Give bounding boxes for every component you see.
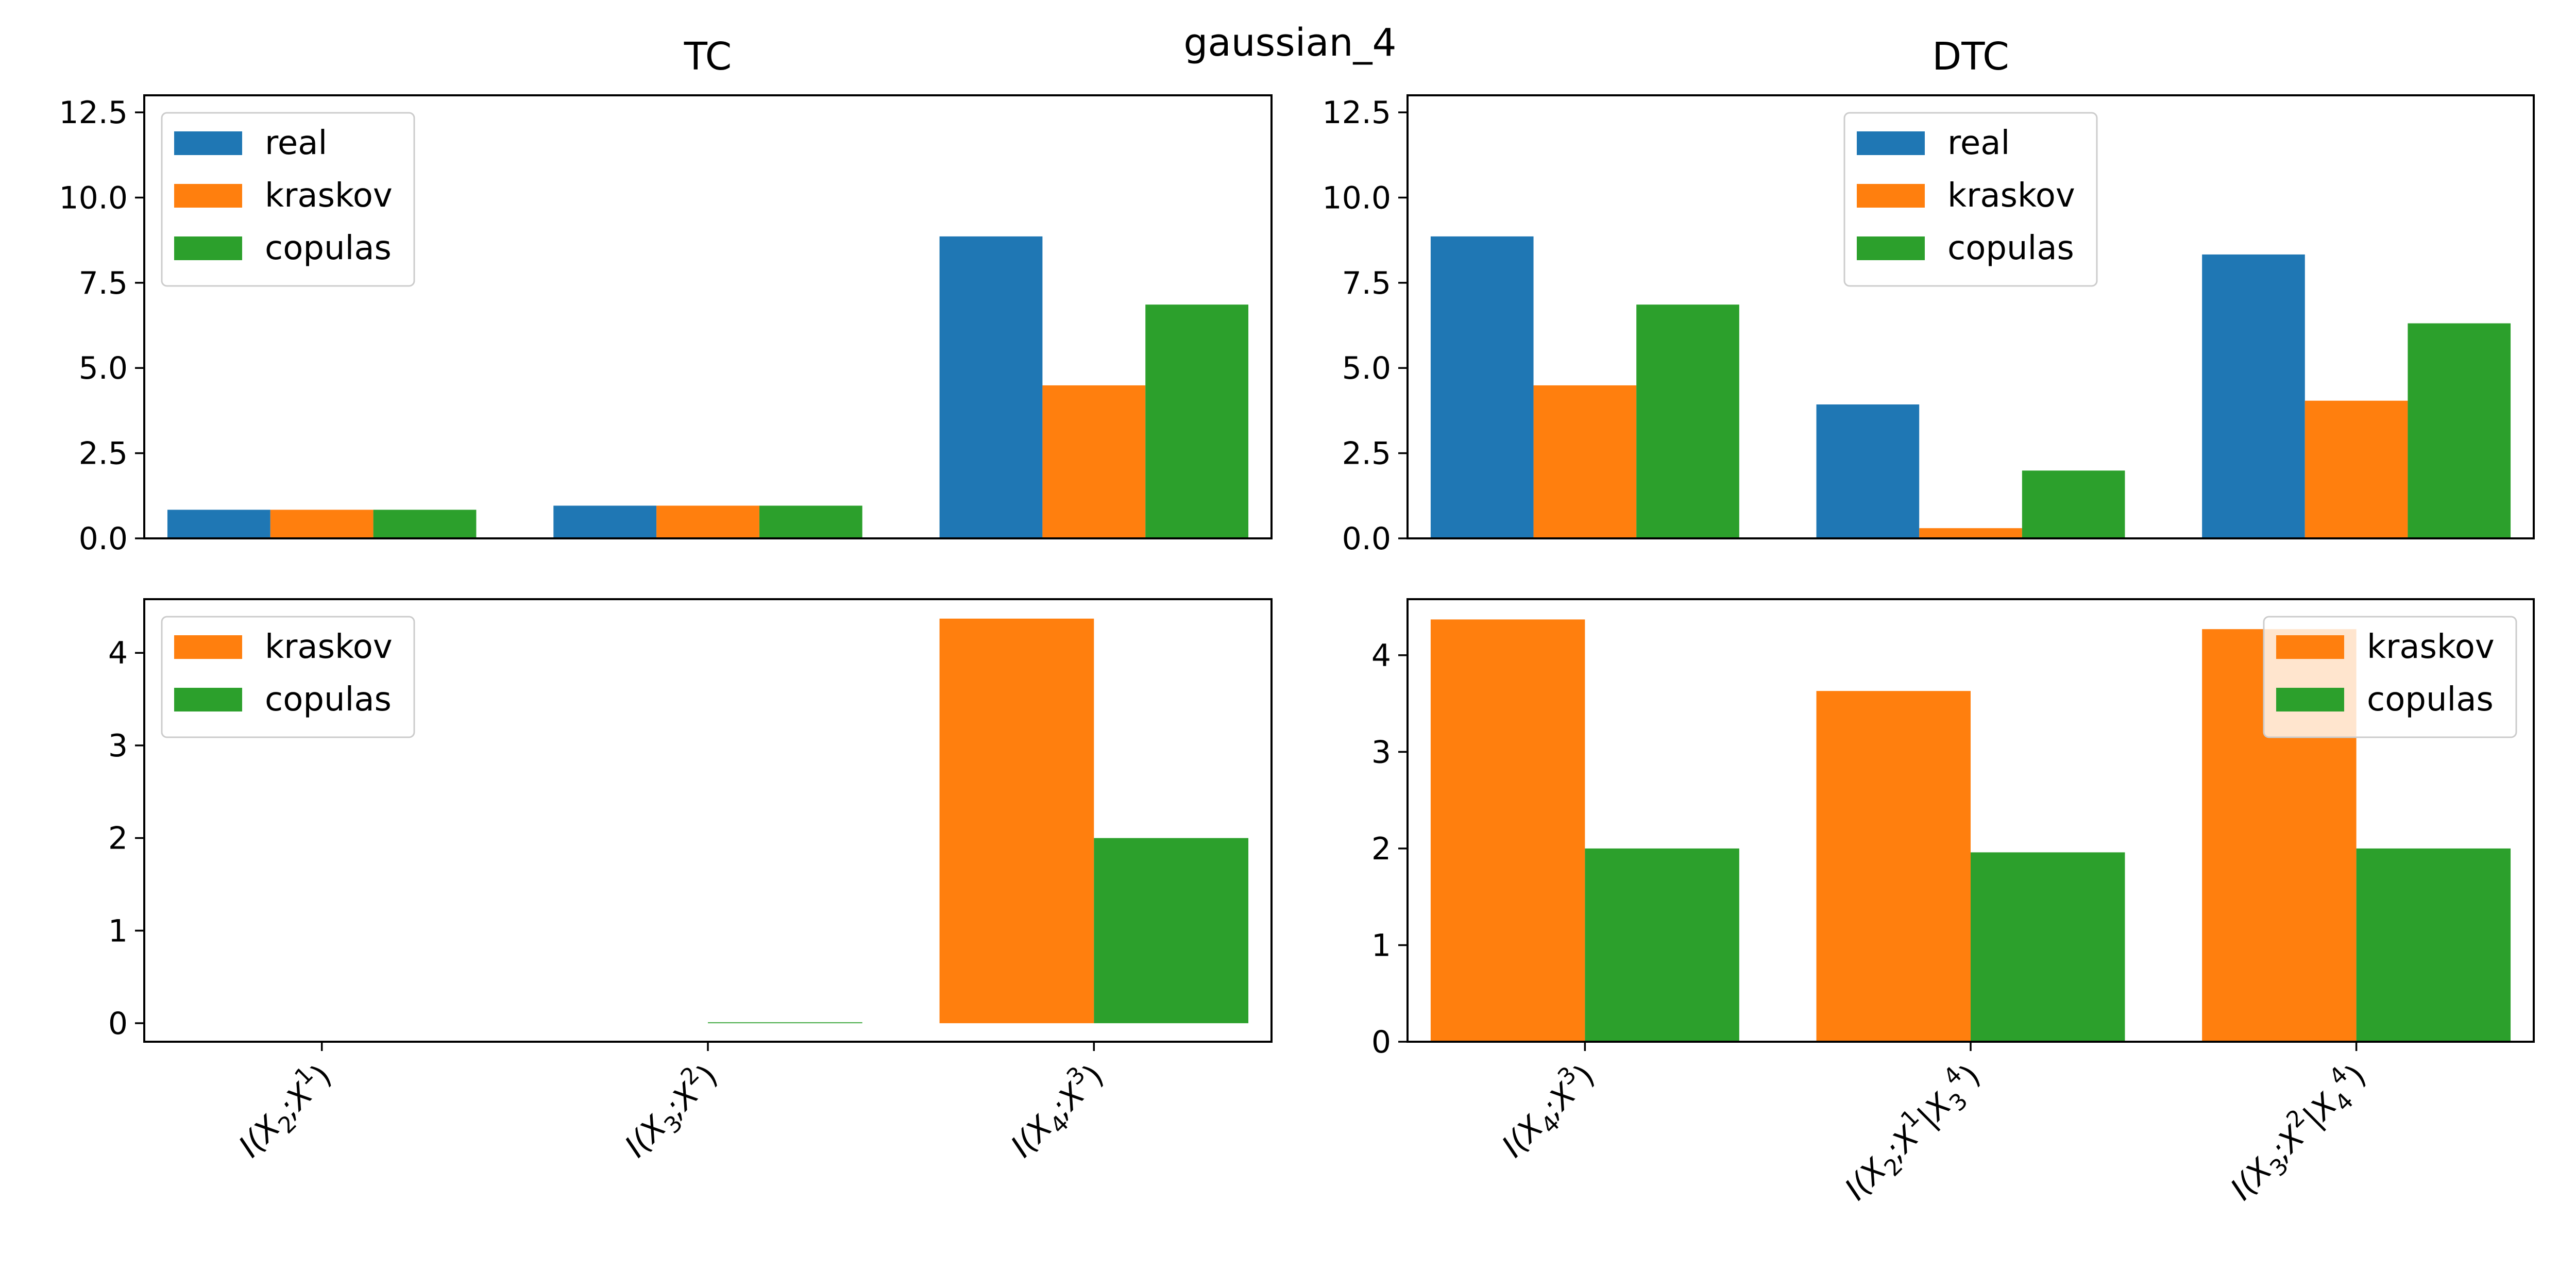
bar-real-2: [2202, 254, 2305, 538]
bar-kraskov-2: [2304, 400, 2408, 538]
legend-swatch-kraskov: [1857, 184, 1925, 208]
bar-kraskov-1: [1919, 528, 2022, 538]
x-tick-label: I(X3;X2): [613, 1053, 729, 1169]
axes-frame: [1406, 94, 2535, 539]
y-tick-label: 3: [108, 728, 128, 764]
bar-real-2: [939, 236, 1043, 538]
legend: real kraskov copulas: [161, 112, 415, 287]
legend: kraskov copulas: [2263, 616, 2517, 738]
y-tick-label: 10.0: [1322, 180, 1391, 216]
bar-copulas-1: [1971, 852, 2125, 1042]
legend-label-real: real: [1947, 124, 2010, 162]
bar-copulas-1: [708, 1022, 862, 1024]
y-tick-label: 12.5: [59, 95, 128, 131]
bar-copulas-2: [2408, 323, 2511, 538]
legend-swatch-kraskov: [174, 184, 242, 208]
bar-real-0: [167, 510, 270, 538]
y-tick-label: 10.0: [59, 180, 128, 216]
y-tick-label: 5.0: [1342, 350, 1391, 386]
subplot-dtc_bottom: 0 1 2 3 4 I(X4;X3) I(X2;X1|X34) I(X3;X2|X44) kra…: [1371, 598, 2535, 1212]
legend-label-real: real: [265, 124, 327, 162]
x-tick-label: I(X4;X3): [999, 1053, 1115, 1169]
bar-kraskov-2: [939, 618, 1094, 1024]
axes-frame: [143, 94, 1273, 539]
y-tick-label: 4: [108, 635, 128, 671]
legend-swatch-copulas: [2276, 688, 2344, 711]
y-tick-label: 4: [1371, 638, 1391, 674]
y-tick-label: 3: [1371, 734, 1391, 770]
bar-copulas-1: [2022, 470, 2125, 538]
bar-copulas-2: [1094, 838, 1249, 1024]
y-tick-label: 12.5: [1322, 95, 1391, 131]
y-tick-label: 0: [108, 1006, 128, 1042]
y-tick-label: 7.5: [79, 265, 128, 301]
legend-swatch-kraskov: [2276, 635, 2344, 659]
bar-kraskov-0: [1430, 619, 1585, 1042]
y-tick-label: 2: [108, 821, 128, 857]
y-tick-label: 7.5: [1342, 265, 1391, 301]
bar-copulas-2: [1145, 304, 1249, 538]
x-tick-label: I(X2;X1|X34): [1833, 1053, 1992, 1212]
legend-swatch-copulas: [1857, 236, 1925, 260]
legend-label-copulas: copulas: [265, 681, 392, 719]
legend-label-copulas: copulas: [265, 229, 392, 267]
bar-kraskov-1: [656, 505, 759, 538]
y-tick-label: 1: [1371, 927, 1391, 963]
bar-copulas-0: [1636, 304, 1739, 538]
legend-swatch-real: [174, 131, 242, 155]
bar-real-1: [1816, 404, 1920, 538]
legend-label-kraskov: kraskov: [265, 628, 393, 666]
legend-label-copulas: copulas: [2367, 681, 2494, 719]
legend-label-kraskov: kraskov: [1947, 177, 2075, 215]
y-tick-label: 2.5: [1342, 436, 1391, 472]
y-tick-label: 0.0: [1342, 521, 1391, 557]
bar-real-1: [553, 505, 657, 538]
y-tick-label: 2: [1371, 831, 1391, 867]
legend-label-kraskov: kraskov: [265, 177, 393, 215]
bar-copulas-0: [1585, 848, 1739, 1042]
x-tick-label: I(X3;X2|X44): [2219, 1053, 2378, 1212]
bar-kraskov-0: [1533, 385, 1637, 538]
bar-real-0: [1430, 236, 1534, 538]
bar-kraskov-1: [1816, 691, 1971, 1042]
subplot-dtc_top: DTC 0.0 2.5 5.0 7.5 10.0 12.5 real kraskov copula…: [1322, 35, 2535, 557]
legend-swatch-kraskov: [174, 635, 242, 659]
bar-copulas-2: [2356, 848, 2511, 1042]
legend-swatch-real: [1857, 131, 1925, 155]
bar-copulas-1: [759, 505, 862, 538]
bar-kraskov-0: [270, 510, 374, 538]
x-tick-label: I(X2;X1): [227, 1053, 343, 1169]
y-tick-label: 1: [108, 913, 128, 949]
subplot-tc_bottom: 0 1 2 3 4 I(X2;X1) I(X3;X2) I(X4;X3) kraskov copu…: [108, 598, 1273, 1169]
legend-label-kraskov: kraskov: [2367, 628, 2495, 666]
legend: real kraskov copulas: [1843, 112, 2098, 287]
y-tick-label: 2.5: [79, 436, 128, 472]
subplot-tc_top: TC 0.0 2.5 5.0 7.5 10.0 12.5 real kraskov copulas: [59, 35, 1273, 557]
x-tick-label: I(X4;X3): [1490, 1053, 1606, 1169]
figure-title: gaussian_4: [1183, 21, 1396, 65]
legend-label-copulas: copulas: [1947, 229, 2074, 267]
legend-swatch-copulas: [174, 236, 242, 260]
bar-copulas-0: [373, 510, 477, 538]
legend: kraskov copulas: [161, 616, 415, 738]
y-tick-label: 0: [1371, 1024, 1391, 1060]
bar-kraskov-2: [1042, 385, 1146, 538]
subplot-title: DTC: [1932, 35, 2009, 79]
y-tick-label: 0.0: [79, 521, 128, 557]
subplot-title: TC: [684, 35, 732, 79]
legend-swatch-copulas: [174, 688, 242, 711]
y-tick-label: 5.0: [79, 350, 128, 386]
